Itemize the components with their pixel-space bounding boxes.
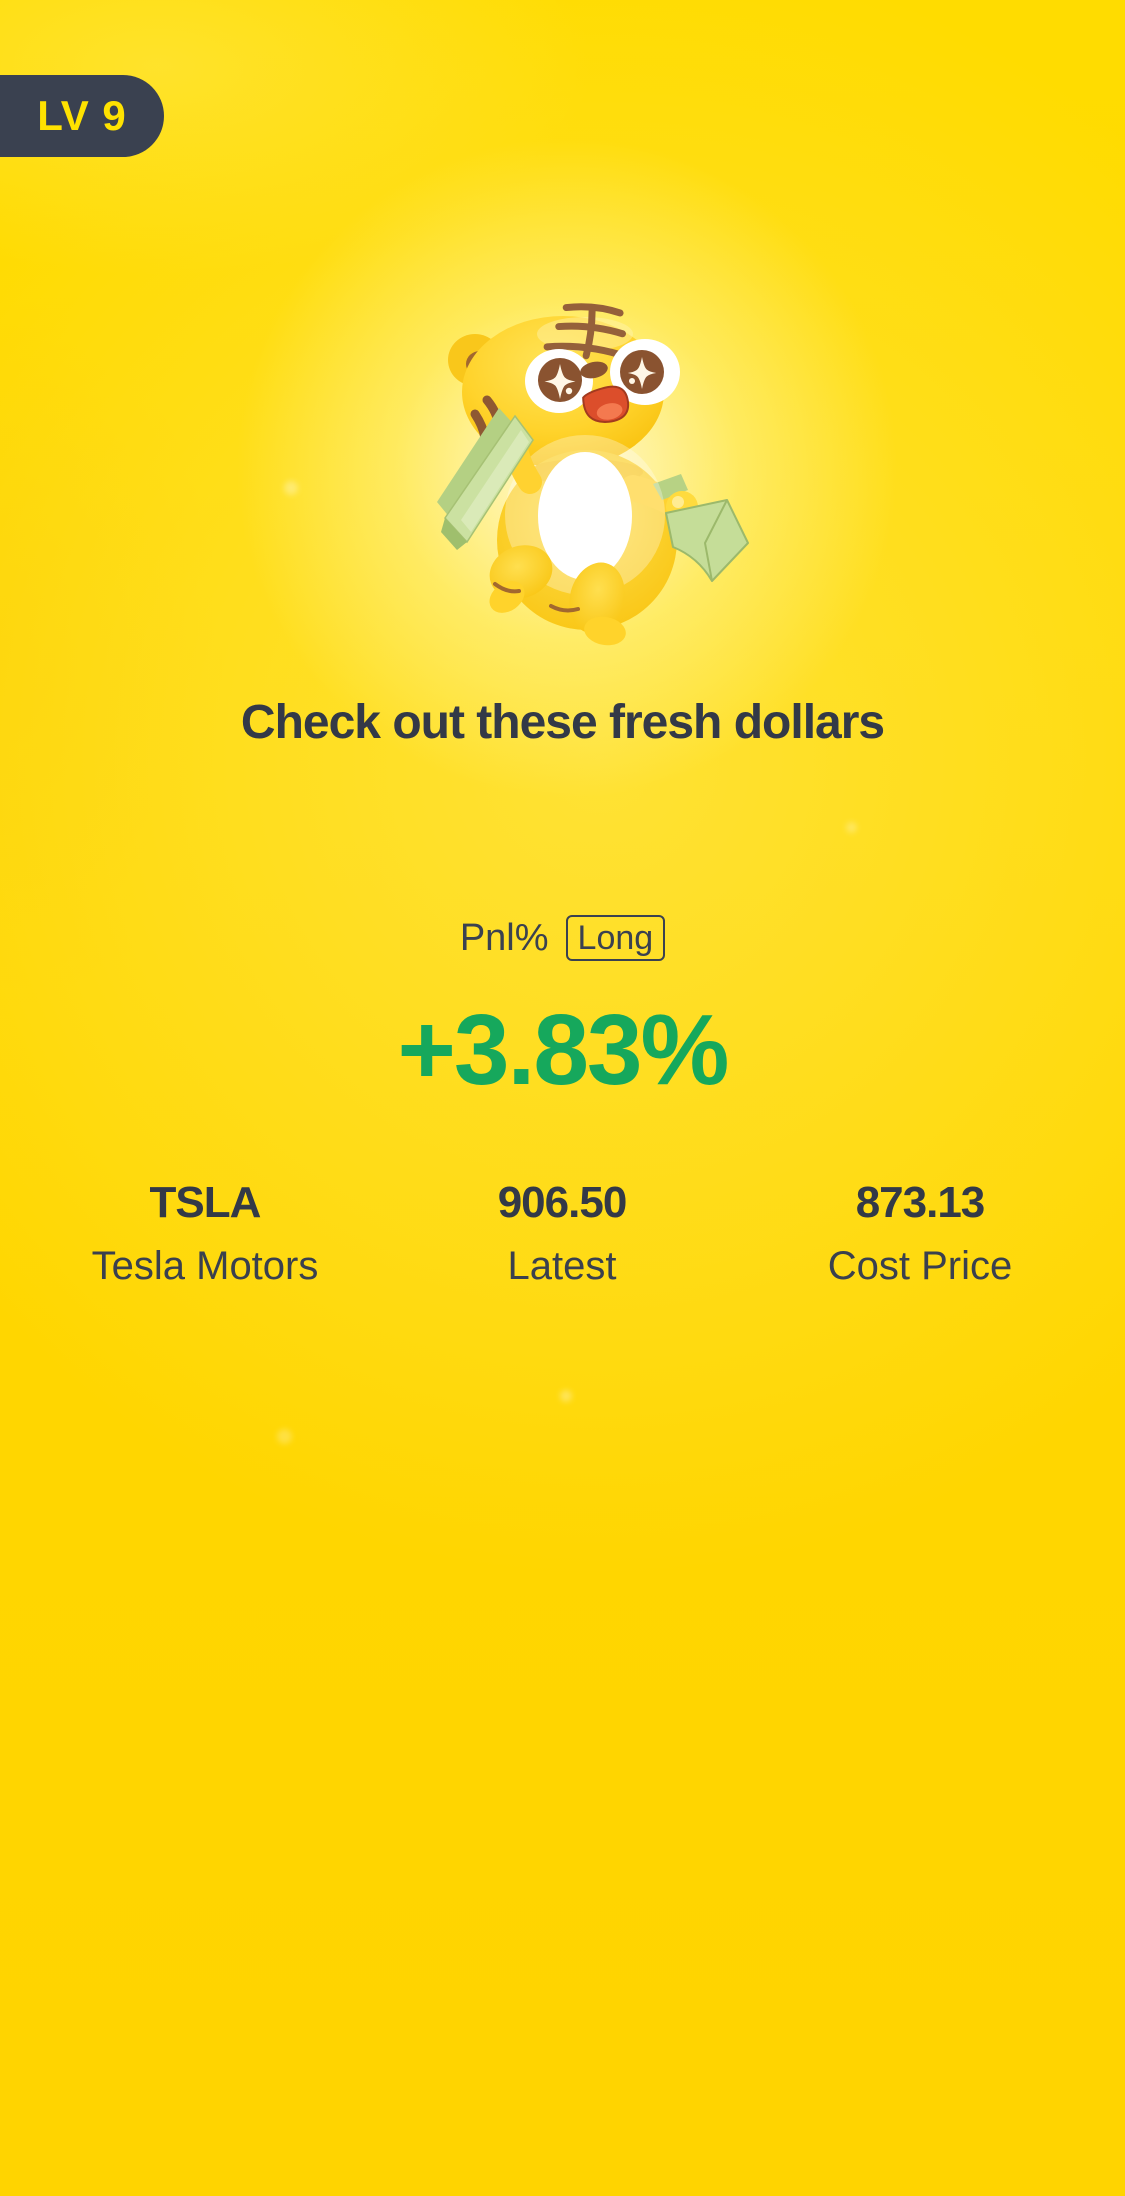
tiger-arm-left-with-cash [437,395,542,550]
stat-symbol-label: Tesla Motors [91,1244,319,1288]
level-badge: LV 9 [0,75,164,157]
sparkle-dot [846,822,857,833]
stat-latest: 906.50 Latest [497,1178,628,1289]
tiger-legs [489,545,626,646]
pnl-row: Pnl% Long [0,912,1125,964]
sparkle-dot [560,1390,572,1402]
stat-cost: 873.13 Cost Price [827,1178,1013,1289]
sparkle-dot [284,481,298,495]
pnl-value: +3.83% [397,994,730,1106]
stat-latest-label: Latest [507,1244,617,1288]
tiger-mascot-svg [437,303,749,646]
pnl-metric-label: Pnl% [459,917,549,959]
tiger-mascot-illustration [435,300,750,650]
tiger-eye-left [525,349,593,413]
stat-latest-value: 906.50 [497,1178,628,1227]
position-side-tag: Long [565,915,666,961]
tiger-arm-right [620,474,749,582]
stat-symbol: TSLA Tesla Motors [91,1178,319,1289]
stat-cost-label: Cost Price [827,1244,1013,1288]
tiger-nose [580,361,608,379]
tiger-eye-right [610,339,680,405]
stat-symbol-value: TSLA [149,1178,262,1227]
tiger-mouth [582,385,630,423]
stat-cost-value: 873.13 [855,1178,986,1227]
sparkle-dot [277,1429,292,1444]
headline: Check out these fresh dollars [240,696,885,749]
